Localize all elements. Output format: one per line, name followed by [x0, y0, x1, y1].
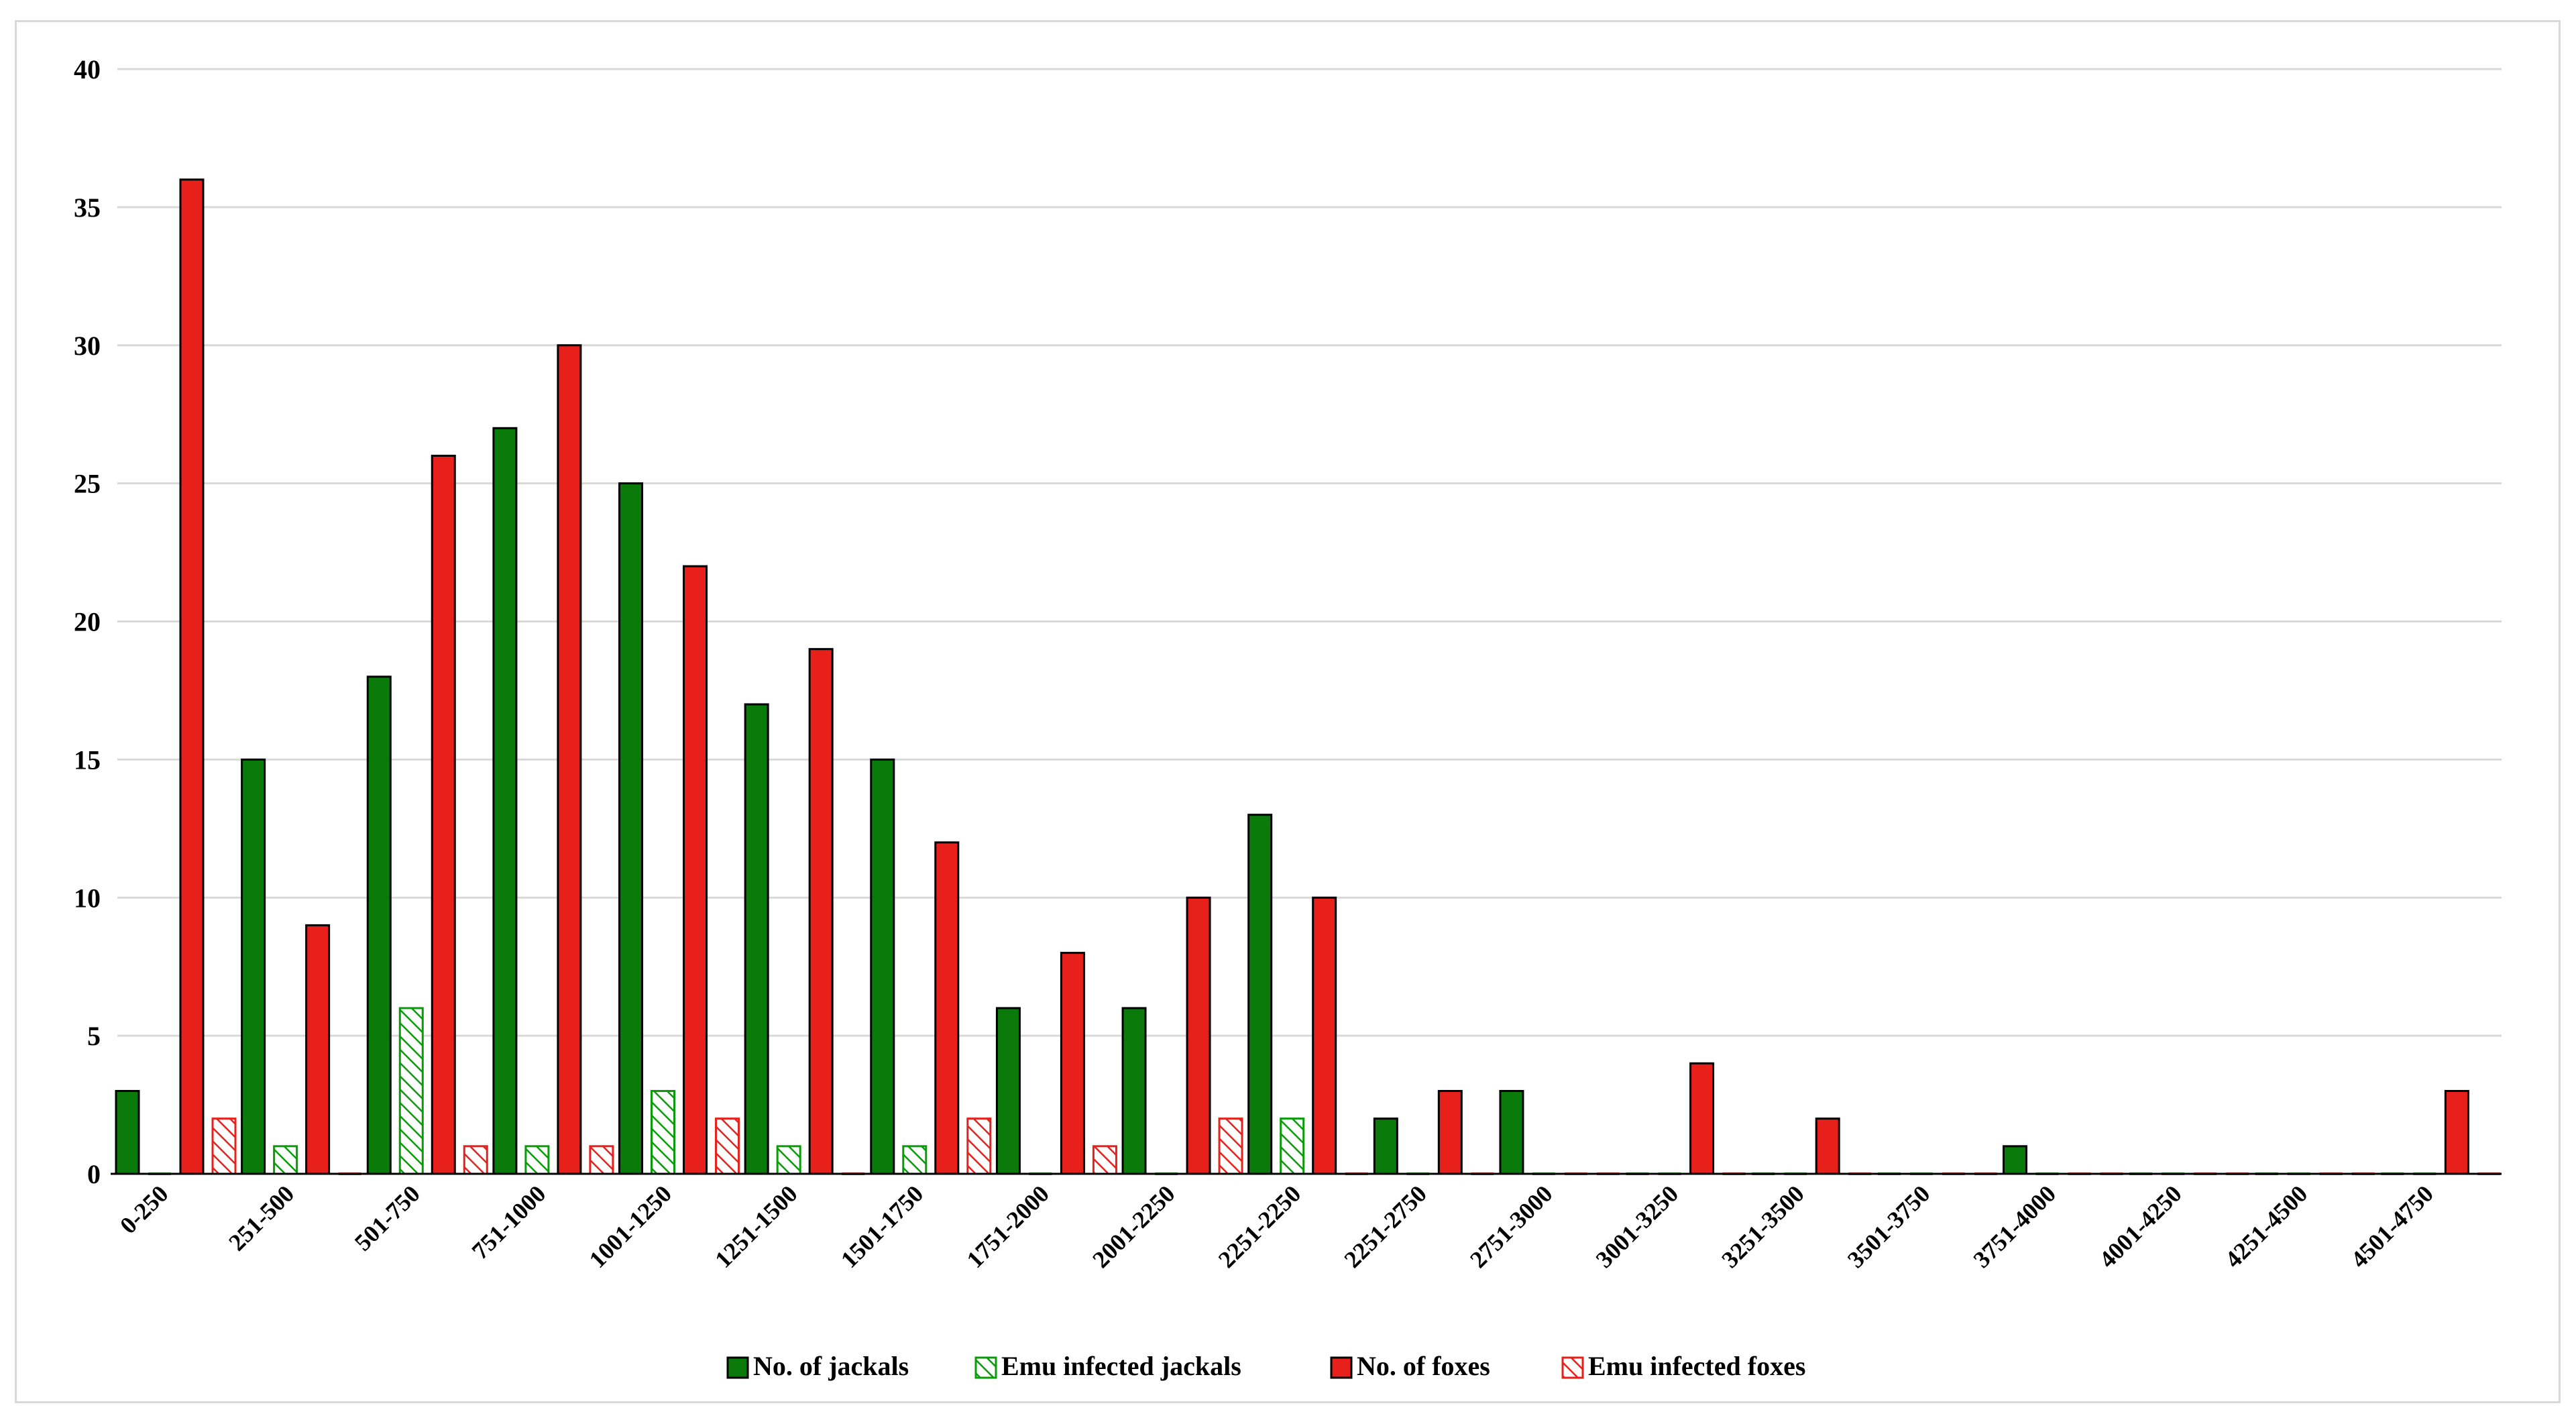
x-tick-label: 3751-4000: [1968, 1180, 2062, 1273]
y-tick-label: 5: [87, 1021, 101, 1051]
bar-emu-infected-foxes: [589, 1145, 614, 1175]
x-tick-label: 0-250: [115, 1180, 174, 1239]
bar-jackals: [744, 703, 769, 1175]
legend-swatch: [726, 1356, 749, 1379]
bar-foxes: [557, 344, 582, 1175]
y-tick-label: 30: [74, 331, 101, 361]
bar-jackals: [1247, 814, 1273, 1175]
bar-emu-infected-jackals: [398, 1007, 424, 1175]
x-tick-label: 1751-2000: [961, 1180, 1054, 1273]
x-tick-label: 751-1000: [467, 1180, 551, 1264]
x-tick-label: 3251-3500: [1716, 1180, 1809, 1273]
bar-emu-infected-jackals: [524, 1145, 550, 1175]
bar-jackals: [492, 427, 518, 1175]
x-axis: 0-250 251-500 501-750 751-1000 1001-1250 1251…: [111, 1172, 2502, 1273]
legend-swatch: [974, 1356, 997, 1379]
y-axis: 0 5 10 15 20 25 30 35 40: [74, 54, 101, 1189]
legend: No. of jackals Emu infected jackals No. of…: [726, 1351, 1805, 1381]
bar-foxes: [808, 648, 834, 1175]
bar-foxes: [2444, 1089, 2469, 1175]
bar-emu-infected-jackals: [776, 1145, 801, 1175]
bar-foxes: [1312, 896, 1337, 1175]
x-tick-label: 3501-3750: [1842, 1180, 1936, 1273]
x-tick-label: 2251-2250: [1213, 1180, 1306, 1273]
legend-label: Emu infected jackals: [1001, 1351, 1241, 1381]
y-tick-label: 10: [74, 883, 101, 913]
bar-jackals: [618, 482, 644, 1175]
bar-emu-infected-foxes: [463, 1145, 488, 1175]
bar-foxes: [305, 924, 331, 1175]
bar-jackals: [995, 1007, 1021, 1175]
y-tick-label: 40: [74, 54, 101, 85]
y-tick-label: 0: [87, 1159, 101, 1189]
x-tick-label: 1251-1500: [710, 1180, 803, 1273]
x-tick-label: 501-750: [349, 1180, 425, 1256]
bar-emu-infected-jackals: [1280, 1117, 1305, 1175]
bar-jackals: [1499, 1089, 1524, 1175]
x-tick-label: 4251-4500: [2220, 1180, 2313, 1273]
bar-emu-infected-foxes: [1092, 1145, 1117, 1175]
bar-jackals: [366, 675, 392, 1175]
bar-foxes: [179, 178, 205, 1175]
bar-foxes: [1689, 1062, 1715, 1175]
bar-jackals: [2002, 1145, 2027, 1175]
bar-foxes: [431, 454, 456, 1175]
bar-emu-infected-jackals: [651, 1089, 676, 1175]
bar-emu-infected-foxes: [715, 1117, 740, 1175]
bar-foxes: [1437, 1089, 1463, 1175]
x-tick-label: 2751-3000: [1465, 1180, 1558, 1273]
bars: [115, 178, 2501, 1175]
y-tick-label: 35: [74, 193, 101, 223]
x-tick-label: 251-500: [223, 1180, 299, 1256]
bar-emu-infected-foxes: [1218, 1117, 1243, 1175]
bar-foxes: [1186, 896, 1211, 1175]
bar-emu-infected-jackals: [273, 1145, 298, 1175]
bar-jackals: [1121, 1007, 1147, 1175]
bar-emu-infected-foxes: [966, 1117, 992, 1175]
legend-label: No. of jackals: [753, 1351, 909, 1381]
bar-jackals: [241, 758, 266, 1175]
bar-foxes: [683, 565, 708, 1175]
x-tick-label: 4501-4750: [2345, 1180, 2439, 1273]
legend-label: Emu infected foxes: [1588, 1351, 1805, 1381]
x-tick-label: 1001-1250: [584, 1180, 677, 1273]
x-tick-label: 2001-2250: [1087, 1180, 1180, 1273]
bar-jackals: [115, 1089, 140, 1175]
gridlines: [117, 68, 2502, 1175]
x-tick-label: 3001-3250: [1591, 1180, 1684, 1273]
bar-foxes: [1815, 1117, 1840, 1175]
x-tick-label: 2251-2750: [1339, 1180, 1432, 1273]
bar-jackals: [1373, 1117, 1398, 1175]
bar-jackals: [870, 758, 895, 1175]
y-tick-label: 20: [74, 607, 101, 637]
bar-emu-infected-jackals: [902, 1145, 928, 1175]
bar-foxes: [934, 841, 960, 1175]
y-tick-label: 25: [74, 469, 101, 499]
y-tick-label: 15: [74, 745, 101, 775]
legend-label: No. of foxes: [1357, 1351, 1490, 1381]
legend-swatch: [1330, 1356, 1353, 1379]
x-tick-label: 4001-4250: [2094, 1180, 2187, 1273]
bar-foxes: [1060, 952, 1085, 1175]
legend-swatch: [1561, 1356, 1584, 1379]
bar-emu-infected-foxes: [211, 1117, 237, 1175]
x-tick-label: 1501-1750: [836, 1180, 929, 1273]
